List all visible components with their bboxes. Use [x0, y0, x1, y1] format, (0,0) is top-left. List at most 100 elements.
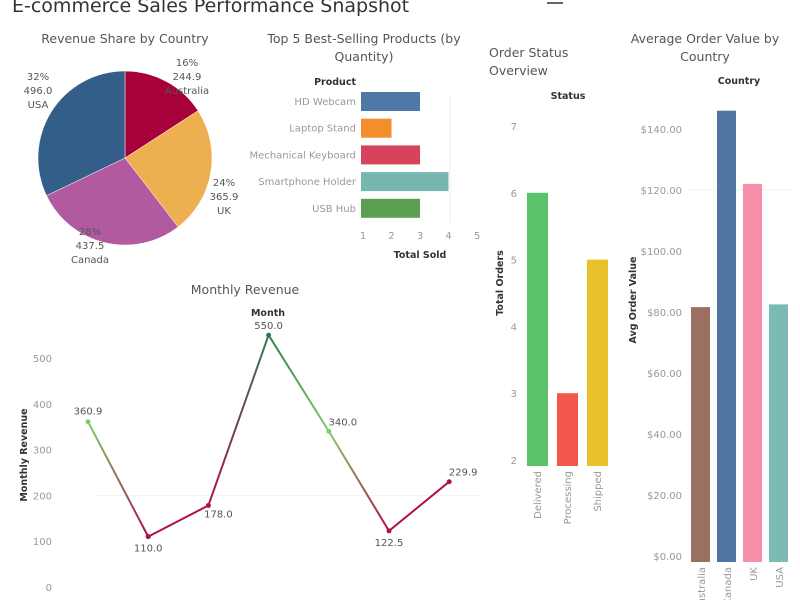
category-label: Australia	[697, 567, 708, 600]
bar-laptop-stand	[361, 118, 392, 138]
pie-slice-australia	[124, 70, 199, 159]
aov-title-2: Country	[680, 49, 730, 64]
pie-country-label: USA	[28, 100, 49, 111]
pie-slice-usa	[37, 70, 126, 196]
category-label: Processing	[563, 471, 574, 524]
x-tick-label: 5	[474, 231, 480, 242]
x-tick-label: 4	[445, 231, 451, 242]
y-tick-label: 200	[33, 491, 52, 502]
pie-percent-label: 16%	[176, 58, 198, 69]
line-point	[145, 534, 151, 540]
point-value-label: 340.0	[328, 417, 357, 428]
line-point	[446, 479, 452, 485]
bar-australia	[691, 307, 710, 562]
pie-slice-canada	[46, 157, 179, 246]
y-tick-label: 3	[511, 389, 517, 400]
category-label: Laptop Stand	[289, 124, 356, 135]
y-tick-label: 100	[33, 537, 52, 548]
category-label: Shipped	[593, 471, 604, 512]
y-tick-label: 500	[33, 354, 52, 365]
bar-mechanical-keyboard	[361, 145, 420, 165]
point-value-label: 229.9	[449, 468, 478, 479]
status-bar-chart: 2 3 4 5 6 7 Delivered Processing Shipped	[511, 122, 608, 524]
point-value-label: 178.0	[204, 509, 233, 520]
y-tick-label: $60.00	[647, 369, 682, 380]
pie-slice-uk	[124, 110, 213, 228]
pie-percent-label: 24%	[213, 178, 235, 189]
bar-shipped	[587, 259, 608, 466]
y-tick-label: $80.00	[647, 308, 682, 319]
point-value-label: 110.0	[134, 544, 163, 555]
y-tick-label: $140.00	[641, 125, 682, 136]
y-tick-label: 300	[33, 446, 52, 457]
status-x-label: Status	[551, 91, 586, 102]
products-title-2: Quantity)	[335, 49, 394, 64]
line-point	[326, 428, 332, 434]
y-tick-label: 400	[33, 400, 52, 411]
category-label: USA	[775, 567, 786, 588]
line-point	[386, 528, 392, 534]
pie-percent-label: 32%	[27, 72, 49, 83]
y-tick-label: 7	[511, 122, 517, 133]
line-segment	[87, 421, 150, 538]
pie-value-label: 365.9	[210, 192, 239, 203]
products-title-1: Top 5 Best-Selling Products (by	[266, 31, 461, 46]
category-label: UK	[749, 567, 760, 581]
y-tick-label: 0	[46, 583, 52, 594]
pie-chart: 16% 244.9 Australia 24% 365.9 UK 28% 437.5 Canad…	[24, 58, 239, 266]
status-y-label: Total Orders	[495, 250, 506, 316]
line-segment	[267, 334, 330, 432]
bar-canada	[717, 110, 736, 562]
bar-hd-webcam	[361, 92, 420, 111]
category-label: Mechanical Keyboard	[250, 150, 356, 161]
y-tick-label: $0.00	[653, 552, 682, 563]
line-segment	[147, 504, 209, 538]
pie-country-label: Canada	[71, 255, 109, 266]
y-tick-label: $20.00	[647, 491, 682, 502]
line-chart: 0 100 200 300 400 500 360.9 110.0 178.0 550.0 340.…	[33, 321, 480, 594]
line-segment	[327, 430, 390, 532]
y-tick-label: $120.00	[641, 186, 682, 197]
bar-smartphone-holder	[361, 172, 449, 192]
x-tick-label: 3	[417, 231, 423, 242]
line-segment	[207, 334, 270, 506]
point-value-label: 360.9	[74, 407, 103, 418]
aov-y-label: Avg Order Value	[628, 256, 639, 343]
aov-title-1: Average Order Value by	[631, 31, 780, 46]
dashboard-title: E-commerce Sales Performance Snapshot	[12, 0, 409, 17]
y-tick-label: $100.00	[641, 247, 682, 258]
category-label: HD Webcam	[294, 97, 356, 108]
status-title-1: Order Status	[489, 45, 568, 60]
y-tick-label: $40.00	[647, 430, 682, 441]
line-point	[85, 419, 91, 425]
status-title-2: Overview	[489, 63, 548, 78]
category-label: Delivered	[533, 471, 544, 519]
line-y-label: Monthly Revenue	[19, 408, 30, 501]
x-tick-label: 1	[360, 231, 366, 242]
y-tick-label: 2	[511, 456, 517, 467]
products-bar-chart: HD Webcam Laptop Stand Mechanical Keyboard…	[250, 92, 480, 242]
point-value-label: 122.5	[375, 538, 404, 549]
category-label: Smartphone Holder	[258, 177, 357, 188]
bar-delivered	[527, 192, 548, 467]
bar-uk	[743, 183, 762, 562]
products-x-label: Total Sold	[394, 250, 447, 261]
line-x-label: Month	[251, 308, 285, 319]
bar-processing	[557, 393, 578, 466]
aov-bar-chart: $0.00 $20.00 $40.00 $60.00 $80.00 $100.00 $120…	[641, 110, 790, 600]
line-point	[205, 502, 211, 508]
point-value-label: 550.0	[254, 321, 283, 332]
pie-country-label: UK	[217, 206, 231, 217]
pie-value-label: 496.0	[24, 86, 53, 97]
bar-usb-hub	[361, 198, 420, 218]
pie-value-label: 437.5	[76, 241, 105, 252]
line-point	[266, 332, 272, 338]
pie-percent-label: 28%	[79, 227, 101, 238]
pie-value-label: 244.9	[173, 72, 202, 83]
aov-x-label: Country	[718, 76, 761, 87]
line-title: Monthly Revenue	[191, 282, 300, 297]
category-label: USB Hub	[312, 204, 356, 215]
products-y-label: Product	[314, 77, 356, 88]
pie-title: Revenue Share by Country	[41, 31, 209, 46]
